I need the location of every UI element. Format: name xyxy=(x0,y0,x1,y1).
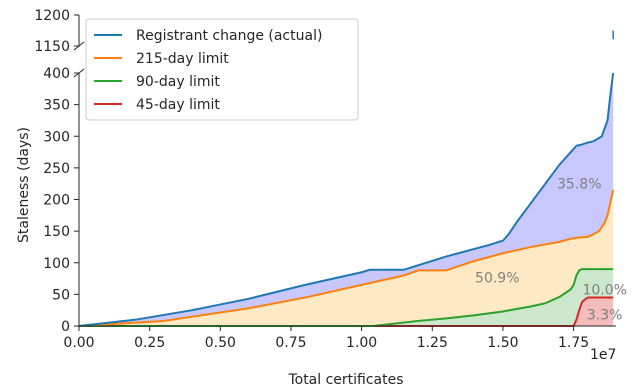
x-tick-label: 0.00 xyxy=(63,335,94,351)
legend-box xyxy=(85,18,359,121)
legend-label: 215-day limit xyxy=(136,51,229,67)
x-tick-label: 0.25 xyxy=(134,335,165,351)
legend-label: Registrant change (actual) xyxy=(136,28,322,44)
y-tick-label: 200 xyxy=(43,193,70,209)
y-tick-label: 0 xyxy=(61,319,70,335)
legend-label: 45-day limit xyxy=(136,97,220,113)
x-axis-label: Total certificates xyxy=(287,372,403,388)
x-tick-label: 0.50 xyxy=(205,335,236,351)
y-tick-label: 400 xyxy=(43,66,70,82)
x-tick-label: 1.75 xyxy=(558,335,589,351)
y-tick-label: 300 xyxy=(43,129,70,145)
x-tick-label: 1.00 xyxy=(346,335,377,351)
legend-label: 90-day limit xyxy=(136,74,220,90)
percent-annotation: 35.8% xyxy=(557,177,601,193)
annotations: 35.8% 50.9% 10.0% 3.3% xyxy=(475,177,627,324)
y-axis-label: Staleness (days) xyxy=(16,127,32,243)
percent-annotation: 3.3% xyxy=(587,308,623,324)
area-band xyxy=(79,269,614,326)
series-line xyxy=(79,268,614,327)
plot-areas xyxy=(79,73,614,326)
series-line xyxy=(78,72,615,327)
x-tick-label: 1.25 xyxy=(417,335,448,351)
x-tick-label: 0.75 xyxy=(275,335,306,351)
legend: Registrant change (actual) 215-day limit 9… xyxy=(85,18,359,121)
y-tick-label: 100 xyxy=(43,256,70,272)
x-tick-label: 1.50 xyxy=(487,335,518,351)
y-tick-label: 1200 xyxy=(34,8,70,24)
y-tick-label: 1150 xyxy=(34,39,70,55)
plot-lines xyxy=(78,30,615,327)
series-line xyxy=(78,189,615,327)
area-band xyxy=(79,190,614,326)
series-line xyxy=(79,296,614,327)
y-tick-label: 250 xyxy=(43,161,70,177)
y-tick-label: 150 xyxy=(43,224,70,240)
y-tick-label: 350 xyxy=(43,98,70,114)
y-tick-label: 50 xyxy=(52,287,70,303)
x-scale-label: 1e7 xyxy=(590,347,616,363)
percent-annotation: 50.9% xyxy=(475,270,519,286)
percent-annotation: 10.0% xyxy=(582,282,626,298)
axes: 0.00 0.25 0.50 0.75 1.00 1.25 1.50 1.75 0 50 100 15… xyxy=(34,8,616,351)
